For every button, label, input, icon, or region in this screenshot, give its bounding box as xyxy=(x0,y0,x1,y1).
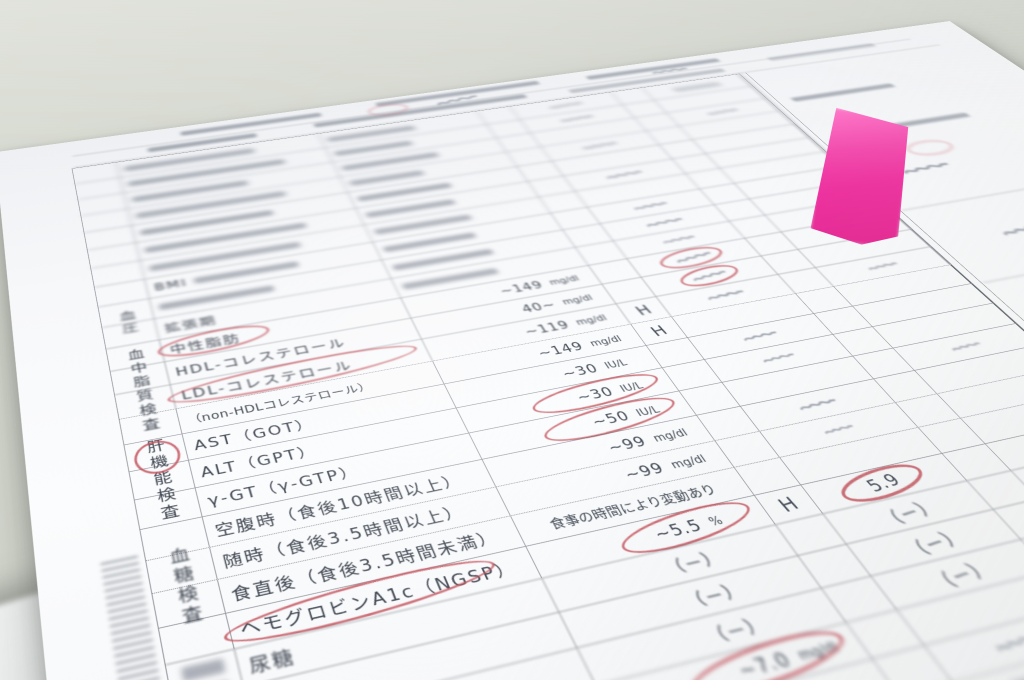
illegible-handwriting xyxy=(823,424,854,434)
illegible-handwriting xyxy=(675,251,712,263)
illegible-handwriting xyxy=(994,633,1024,651)
illegible-handwriting xyxy=(692,270,727,282)
illegible-handwriting xyxy=(706,289,745,300)
unit-label: mg/dl xyxy=(668,452,709,471)
judgement-mark: H xyxy=(773,493,804,517)
unit-label: mg/dl xyxy=(587,333,624,349)
illegible-handwriting xyxy=(867,261,899,271)
unit-label: IU/L xyxy=(602,357,630,371)
unit-label: mg/dl xyxy=(573,312,609,327)
illegible-handwriting xyxy=(762,352,795,363)
illegible-handwriting xyxy=(1001,223,1024,236)
unit-label: mg/dl xyxy=(794,638,842,664)
test-item-label: BMI xyxy=(152,276,189,293)
unit-label: mg/dl xyxy=(547,273,581,287)
illegible-handwriting xyxy=(901,161,951,175)
judgement-mark: H xyxy=(631,302,656,319)
illegible-handwriting xyxy=(950,341,982,351)
unit-label: mg/dl xyxy=(650,426,690,444)
illegible-handwriting xyxy=(798,398,837,410)
illegible-handwriting xyxy=(742,330,778,341)
unit-label: mg/dl xyxy=(560,292,595,307)
unit-label: % xyxy=(705,513,726,529)
judgement-mark: H xyxy=(646,322,672,340)
unit-label: IU/L xyxy=(617,380,646,394)
handwritten-result: 5.9 xyxy=(862,470,906,496)
unit-label: IU/L xyxy=(633,403,662,419)
test-item-label: 尿糖 xyxy=(246,645,298,677)
